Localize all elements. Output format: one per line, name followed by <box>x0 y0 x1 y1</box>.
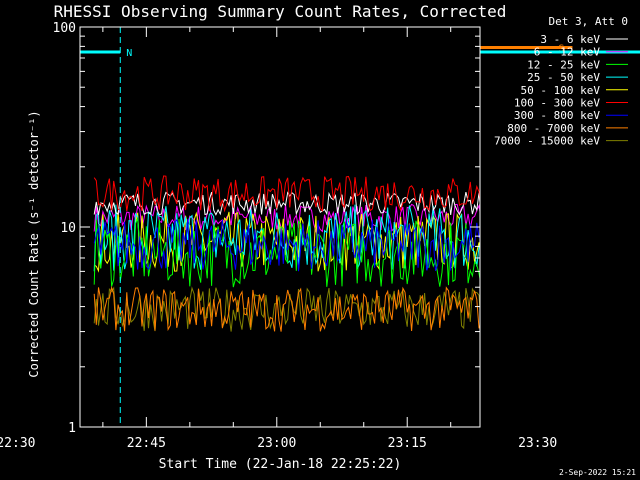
legend-label: 800 - 7000 keV <box>507 122 600 135</box>
series-trace-2 <box>93 216 480 288</box>
x-tick-label: 22:45 <box>127 436 166 451</box>
legend-label: 3 - 6 keV <box>540 33 600 46</box>
series-trace-8 <box>93 286 480 332</box>
x-tick-label: 23:15 <box>388 436 427 451</box>
series-trace-1 <box>93 203 480 233</box>
axes-layer: 11010022:3022:4523:0023:1523:3023:4500:0… <box>0 21 557 451</box>
annotation-label-0: N <box>126 48 132 59</box>
series-trace-7 <box>93 285 480 332</box>
chart-title: RHESSI Observing Summary Count Rates, Co… <box>54 2 507 21</box>
x-tick-label: 22:30 <box>0 436 35 451</box>
legend-label: 25 - 50 keV <box>527 71 600 84</box>
legend-label: 6 - 12 keV <box>534 46 601 59</box>
x-tick-label: 23:00 <box>257 436 296 451</box>
y-tick-label: 1 <box>68 421 76 436</box>
footer-date: 2-Sep-2022 15:21 <box>559 468 636 477</box>
legend-label: 12 - 25 keV <box>527 58 600 71</box>
legend-label: 7000 - 15000 keV <box>494 135 600 148</box>
legend-label: 100 - 300 keV <box>514 97 600 110</box>
x-axis-label: Start Time (22-Jan-18 22:25:22) <box>159 457 402 472</box>
y-tick-label: 10 <box>60 221 76 236</box>
series-trace-6 <box>93 219 480 272</box>
legend-header: Det 3, Att 0 <box>549 15 628 28</box>
y-tick-label: 100 <box>53 21 76 36</box>
legend-label: 300 - 800 keV <box>514 109 600 122</box>
annotation-label-1: S <box>558 43 564 54</box>
x-tick-label: 23:30 <box>518 436 557 451</box>
legend-label: 50 - 100 keV <box>521 84 601 97</box>
series-trace-5 <box>93 175 480 213</box>
series-trace-3 <box>93 204 480 272</box>
y-axis-label: Corrected Count Rate (s⁻¹ detector⁻¹) <box>27 110 41 377</box>
